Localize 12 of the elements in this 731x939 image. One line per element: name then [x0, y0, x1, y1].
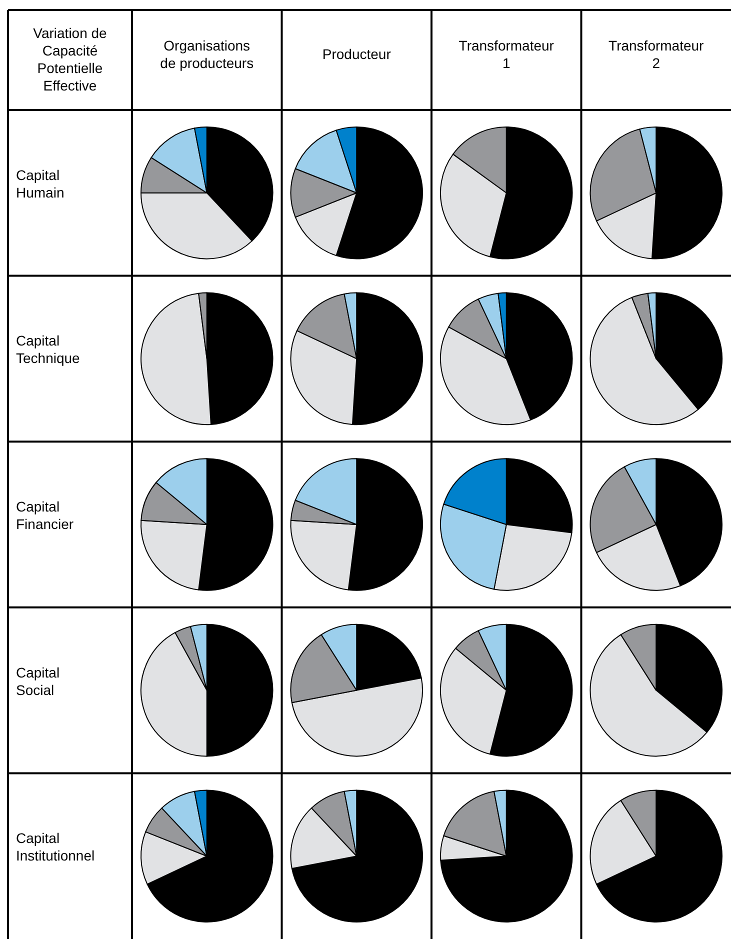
- category-label: Producteur: [322, 46, 392, 62]
- pie-slice: [291, 790, 423, 922]
- category-label: Capital Social: [16, 664, 60, 698]
- category-label: Transformateur 1: [458, 36, 554, 70]
- category-label: Transformateur 2: [608, 36, 704, 70]
- category-label: Capital Humain: [16, 166, 64, 200]
- category-label: Capital Technique: [16, 332, 80, 366]
- text: Variation de Capacité Potentielle Effective: [33, 24, 108, 93]
- pie-slice: [440, 790, 573, 922]
- category-label: Capital Financier: [16, 498, 74, 532]
- category-label: Capital Institutionnel: [16, 830, 95, 864]
- category-label: Organisations de producteurs: [160, 36, 254, 70]
